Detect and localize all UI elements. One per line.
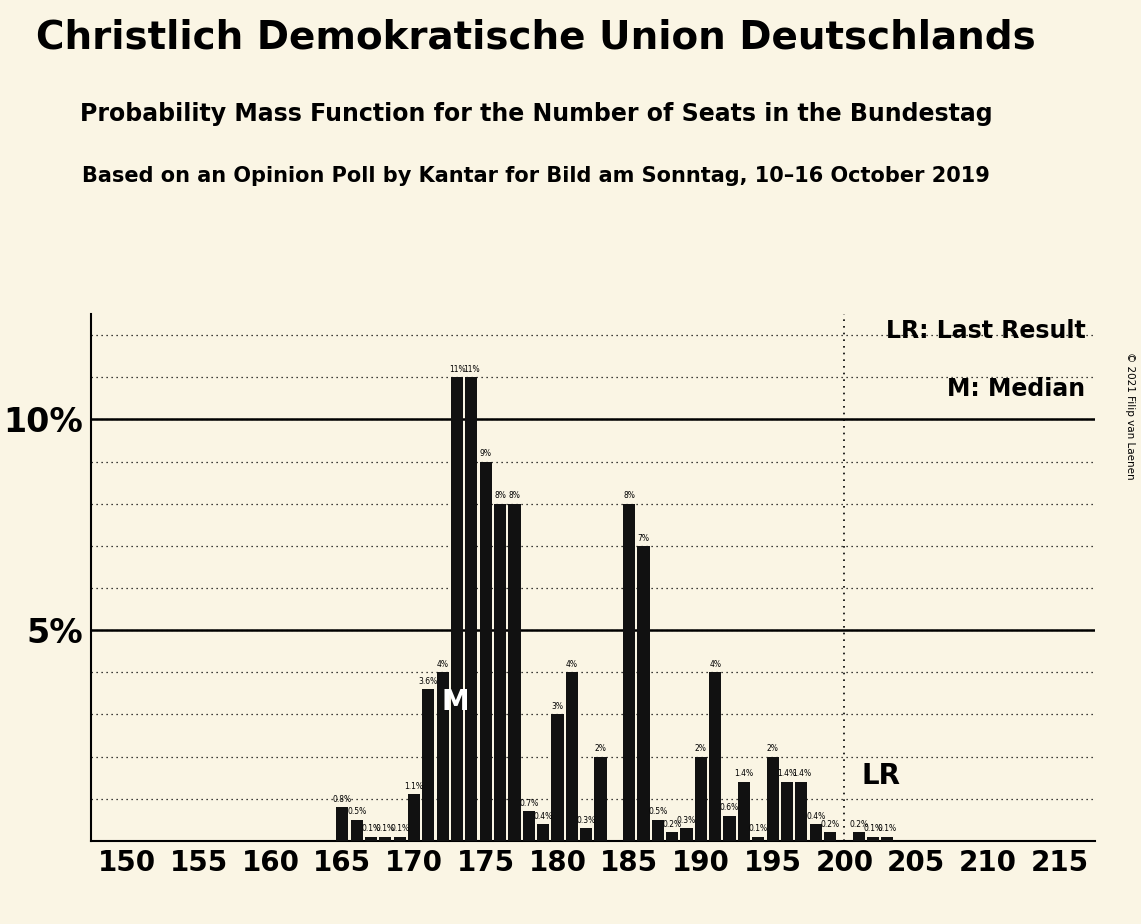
Bar xyxy=(594,757,607,841)
Text: 0.2%: 0.2% xyxy=(820,820,840,829)
Text: 9%: 9% xyxy=(479,449,492,458)
Text: 0.5%: 0.5% xyxy=(648,808,667,817)
Bar xyxy=(780,782,793,841)
Bar xyxy=(638,546,649,841)
Text: 4%: 4% xyxy=(566,660,577,669)
Text: Christlich Demokratische Union Deutschlands: Christlich Demokratische Union Deutschla… xyxy=(37,18,1036,56)
Bar xyxy=(479,462,492,841)
Bar xyxy=(365,836,377,841)
Bar xyxy=(466,377,477,841)
Text: © 2021 Filip van Laenen: © 2021 Filip van Laenen xyxy=(1125,352,1135,480)
Text: 11%: 11% xyxy=(448,365,466,374)
Bar xyxy=(723,816,736,841)
Text: Based on an Opinion Poll by Kantar for Bild am Sonntag, 10–16 October 2019: Based on an Opinion Poll by Kantar for B… xyxy=(82,166,990,187)
Bar xyxy=(523,811,535,841)
Bar xyxy=(394,836,406,841)
Text: 0.1%: 0.1% xyxy=(375,824,395,833)
Text: LR: Last Result: LR: Last Result xyxy=(885,320,1085,344)
Text: 0.4%: 0.4% xyxy=(806,811,825,821)
Bar xyxy=(350,820,363,841)
Bar xyxy=(810,824,822,841)
Text: 0.1%: 0.1% xyxy=(748,824,768,833)
Bar xyxy=(580,828,592,841)
Bar xyxy=(494,504,507,841)
Text: 0.1%: 0.1% xyxy=(390,824,410,833)
Text: 0.2%: 0.2% xyxy=(663,820,682,829)
Bar xyxy=(738,782,750,841)
Text: 0.8%: 0.8% xyxy=(333,795,351,804)
Bar xyxy=(710,673,721,841)
Bar xyxy=(824,833,836,841)
Bar xyxy=(623,504,636,841)
Text: LR: LR xyxy=(861,761,900,789)
Text: 0.2%: 0.2% xyxy=(849,820,868,829)
Text: 2%: 2% xyxy=(594,744,606,753)
Text: M: Median: M: Median xyxy=(947,377,1085,401)
Bar xyxy=(509,504,520,841)
Bar xyxy=(695,757,707,841)
Bar xyxy=(566,673,577,841)
Text: 0.6%: 0.6% xyxy=(720,803,739,812)
Bar xyxy=(337,808,348,841)
Bar xyxy=(652,820,664,841)
Text: 8%: 8% xyxy=(509,492,520,501)
Bar xyxy=(451,377,463,841)
Text: 3.6%: 3.6% xyxy=(419,676,438,686)
Bar xyxy=(680,828,693,841)
Text: Probability Mass Function for the Number of Seats in the Bundestag: Probability Mass Function for the Number… xyxy=(80,102,993,126)
Bar xyxy=(537,824,549,841)
Text: 7%: 7% xyxy=(638,533,649,542)
Bar xyxy=(551,714,564,841)
Text: 1.4%: 1.4% xyxy=(735,770,753,779)
Text: 8%: 8% xyxy=(494,492,505,501)
Text: 3%: 3% xyxy=(551,702,564,711)
Text: 1.4%: 1.4% xyxy=(792,770,811,779)
Text: 0.1%: 0.1% xyxy=(362,824,381,833)
Text: 4%: 4% xyxy=(710,660,721,669)
Text: 1.1%: 1.1% xyxy=(405,782,423,791)
Text: 4%: 4% xyxy=(437,660,448,669)
Text: 11%: 11% xyxy=(463,365,479,374)
Text: 2%: 2% xyxy=(767,744,778,753)
Bar xyxy=(437,673,448,841)
Text: 1.4%: 1.4% xyxy=(777,770,796,779)
Bar xyxy=(867,836,879,841)
Bar xyxy=(767,757,778,841)
Text: 2%: 2% xyxy=(695,744,706,753)
Bar xyxy=(666,833,678,841)
Text: 0.1%: 0.1% xyxy=(877,824,897,833)
Text: 0.3%: 0.3% xyxy=(677,816,696,825)
Text: 0.7%: 0.7% xyxy=(519,799,539,808)
Bar xyxy=(752,836,764,841)
Bar xyxy=(795,782,808,841)
Text: 0.5%: 0.5% xyxy=(347,808,366,817)
Bar xyxy=(881,836,893,841)
Text: 8%: 8% xyxy=(623,492,636,501)
Text: 0.1%: 0.1% xyxy=(864,824,883,833)
Text: 0.4%: 0.4% xyxy=(534,811,552,821)
Bar xyxy=(422,689,435,841)
Bar xyxy=(852,833,865,841)
Text: M: M xyxy=(442,687,469,716)
Text: 0.3%: 0.3% xyxy=(576,816,596,825)
Bar xyxy=(408,795,420,841)
Bar xyxy=(379,836,391,841)
